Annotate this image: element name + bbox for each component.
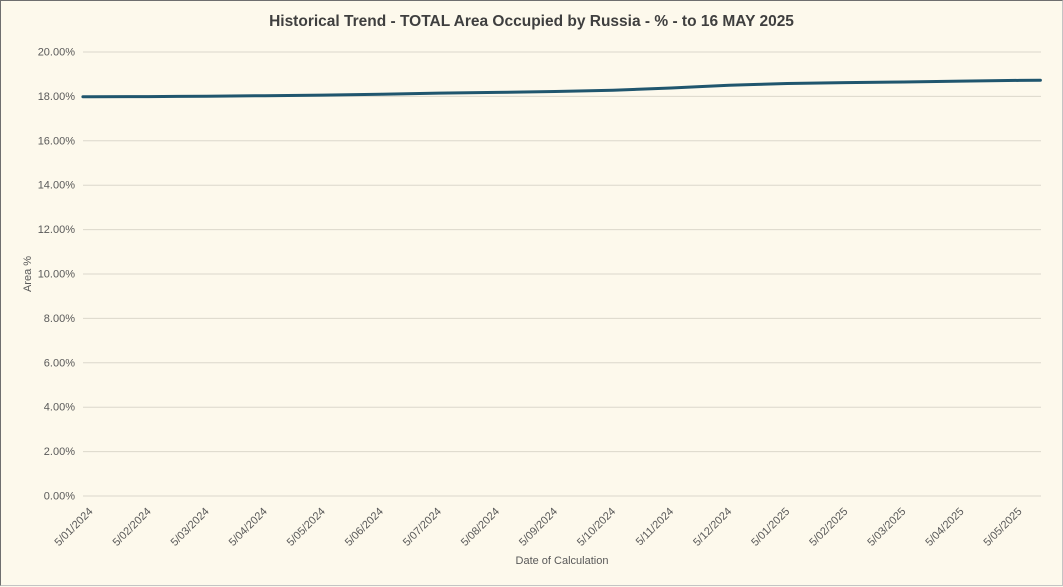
y-tick-label: 12.00% — [38, 224, 76, 236]
x-tick-label: 5/01/2024 — [53, 506, 96, 549]
x-tick-label: 5/04/2024 — [227, 506, 270, 549]
x-tick-label: 5/02/2025 — [807, 506, 850, 549]
y-tick-label: 4.00% — [44, 402, 75, 414]
x-tick-label: 5/02/2024 — [111, 506, 154, 549]
x-tick-label: 5/03/2024 — [169, 506, 212, 549]
x-tick-label: 5/03/2025 — [865, 506, 908, 549]
y-tick-label: 8.00% — [44, 313, 75, 325]
y-tick-label: 14.00% — [38, 180, 76, 192]
y-tick-label: 0.00% — [44, 491, 75, 503]
x-tick-label: 5/05/2025 — [981, 506, 1024, 549]
x-tick-label: 5/10/2024 — [575, 506, 618, 549]
y-tick-label: 6.00% — [44, 357, 75, 369]
x-tick-label: 5/12/2024 — [691, 506, 734, 549]
x-tick-label: 5/06/2024 — [343, 506, 386, 549]
trend-line — [81, 78, 1042, 99]
y-tick-label: 2.00% — [44, 446, 75, 458]
chart-title: Historical Trend - TOTAL Area Occupied b… — [269, 13, 794, 30]
x-axis-title: Date of Calculation — [515, 555, 609, 567]
x-tick-label: 5/08/2024 — [459, 506, 502, 549]
x-tick-label: 5/09/2024 — [517, 506, 560, 549]
x-tick-label: 5/01/2025 — [749, 506, 792, 549]
y-tick-label: 16.00% — [38, 135, 76, 147]
y-axis-title: Area % — [22, 255, 34, 293]
x-tick-label: 5/07/2024 — [401, 506, 444, 549]
x-tick-label: 5/04/2025 — [923, 506, 966, 549]
y-tick-label: 10.00% — [38, 269, 76, 281]
x-tick-label: 5/05/2024 — [285, 506, 328, 549]
x-tick-label: 5/11/2024 — [634, 506, 677, 549]
y-tick-label: 20.00% — [38, 47, 76, 59]
y-tick-label: 18.00% — [38, 91, 76, 103]
